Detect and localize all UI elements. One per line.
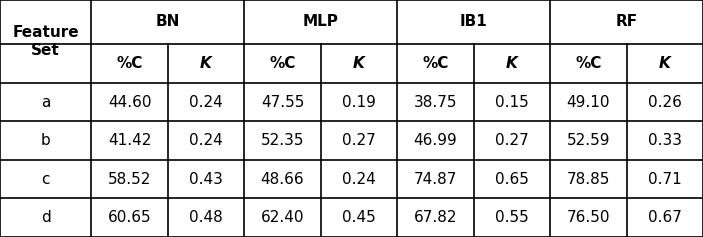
Text: 48.66: 48.66 [261,172,304,187]
Text: 52.35: 52.35 [261,133,304,148]
Text: a: a [41,95,51,110]
Text: 0.19: 0.19 [342,95,376,110]
Text: 78.85: 78.85 [567,172,610,187]
Text: 52.59: 52.59 [567,133,610,148]
Text: 0.24: 0.24 [189,95,223,110]
Text: 0.55: 0.55 [495,210,529,225]
Text: K: K [353,56,365,71]
Text: 58.52: 58.52 [108,172,151,187]
Text: RF: RF [616,14,638,29]
Text: 0.65: 0.65 [495,172,529,187]
Text: BN: BN [155,14,180,29]
Text: 49.10: 49.10 [567,95,610,110]
Text: 44.60: 44.60 [108,95,151,110]
Text: 0.71: 0.71 [648,172,682,187]
Text: 0.24: 0.24 [342,172,376,187]
Text: 62.40: 62.40 [261,210,304,225]
Text: 0.67: 0.67 [648,210,682,225]
Text: Feature
Set: Feature Set [13,25,79,58]
Text: 0.45: 0.45 [342,210,376,225]
Text: %C: %C [423,56,449,71]
Text: 46.99: 46.99 [413,133,457,148]
Text: 0.33: 0.33 [647,133,682,148]
Text: 0.27: 0.27 [495,133,529,148]
Text: 0.48: 0.48 [189,210,223,225]
Text: MLP: MLP [303,14,339,29]
Text: IB1: IB1 [460,14,487,29]
Text: 0.24: 0.24 [189,133,223,148]
Text: 0.26: 0.26 [648,95,682,110]
Text: %C: %C [117,56,143,71]
Text: 60.65: 60.65 [108,210,151,225]
Text: 0.15: 0.15 [495,95,529,110]
Text: %C: %C [269,56,296,71]
Text: d: d [41,210,51,225]
Text: c: c [41,172,50,187]
Text: 41.42: 41.42 [108,133,151,148]
Text: K: K [506,56,518,71]
Text: 47.55: 47.55 [261,95,304,110]
Text: 76.50: 76.50 [567,210,610,225]
Text: 0.27: 0.27 [342,133,376,148]
Text: 74.87: 74.87 [414,172,457,187]
Text: K: K [659,56,671,71]
Text: 0.43: 0.43 [189,172,223,187]
Text: b: b [41,133,51,148]
Text: K: K [200,56,212,71]
Text: %C: %C [575,56,602,71]
Text: 38.75: 38.75 [413,95,457,110]
Text: 67.82: 67.82 [413,210,457,225]
